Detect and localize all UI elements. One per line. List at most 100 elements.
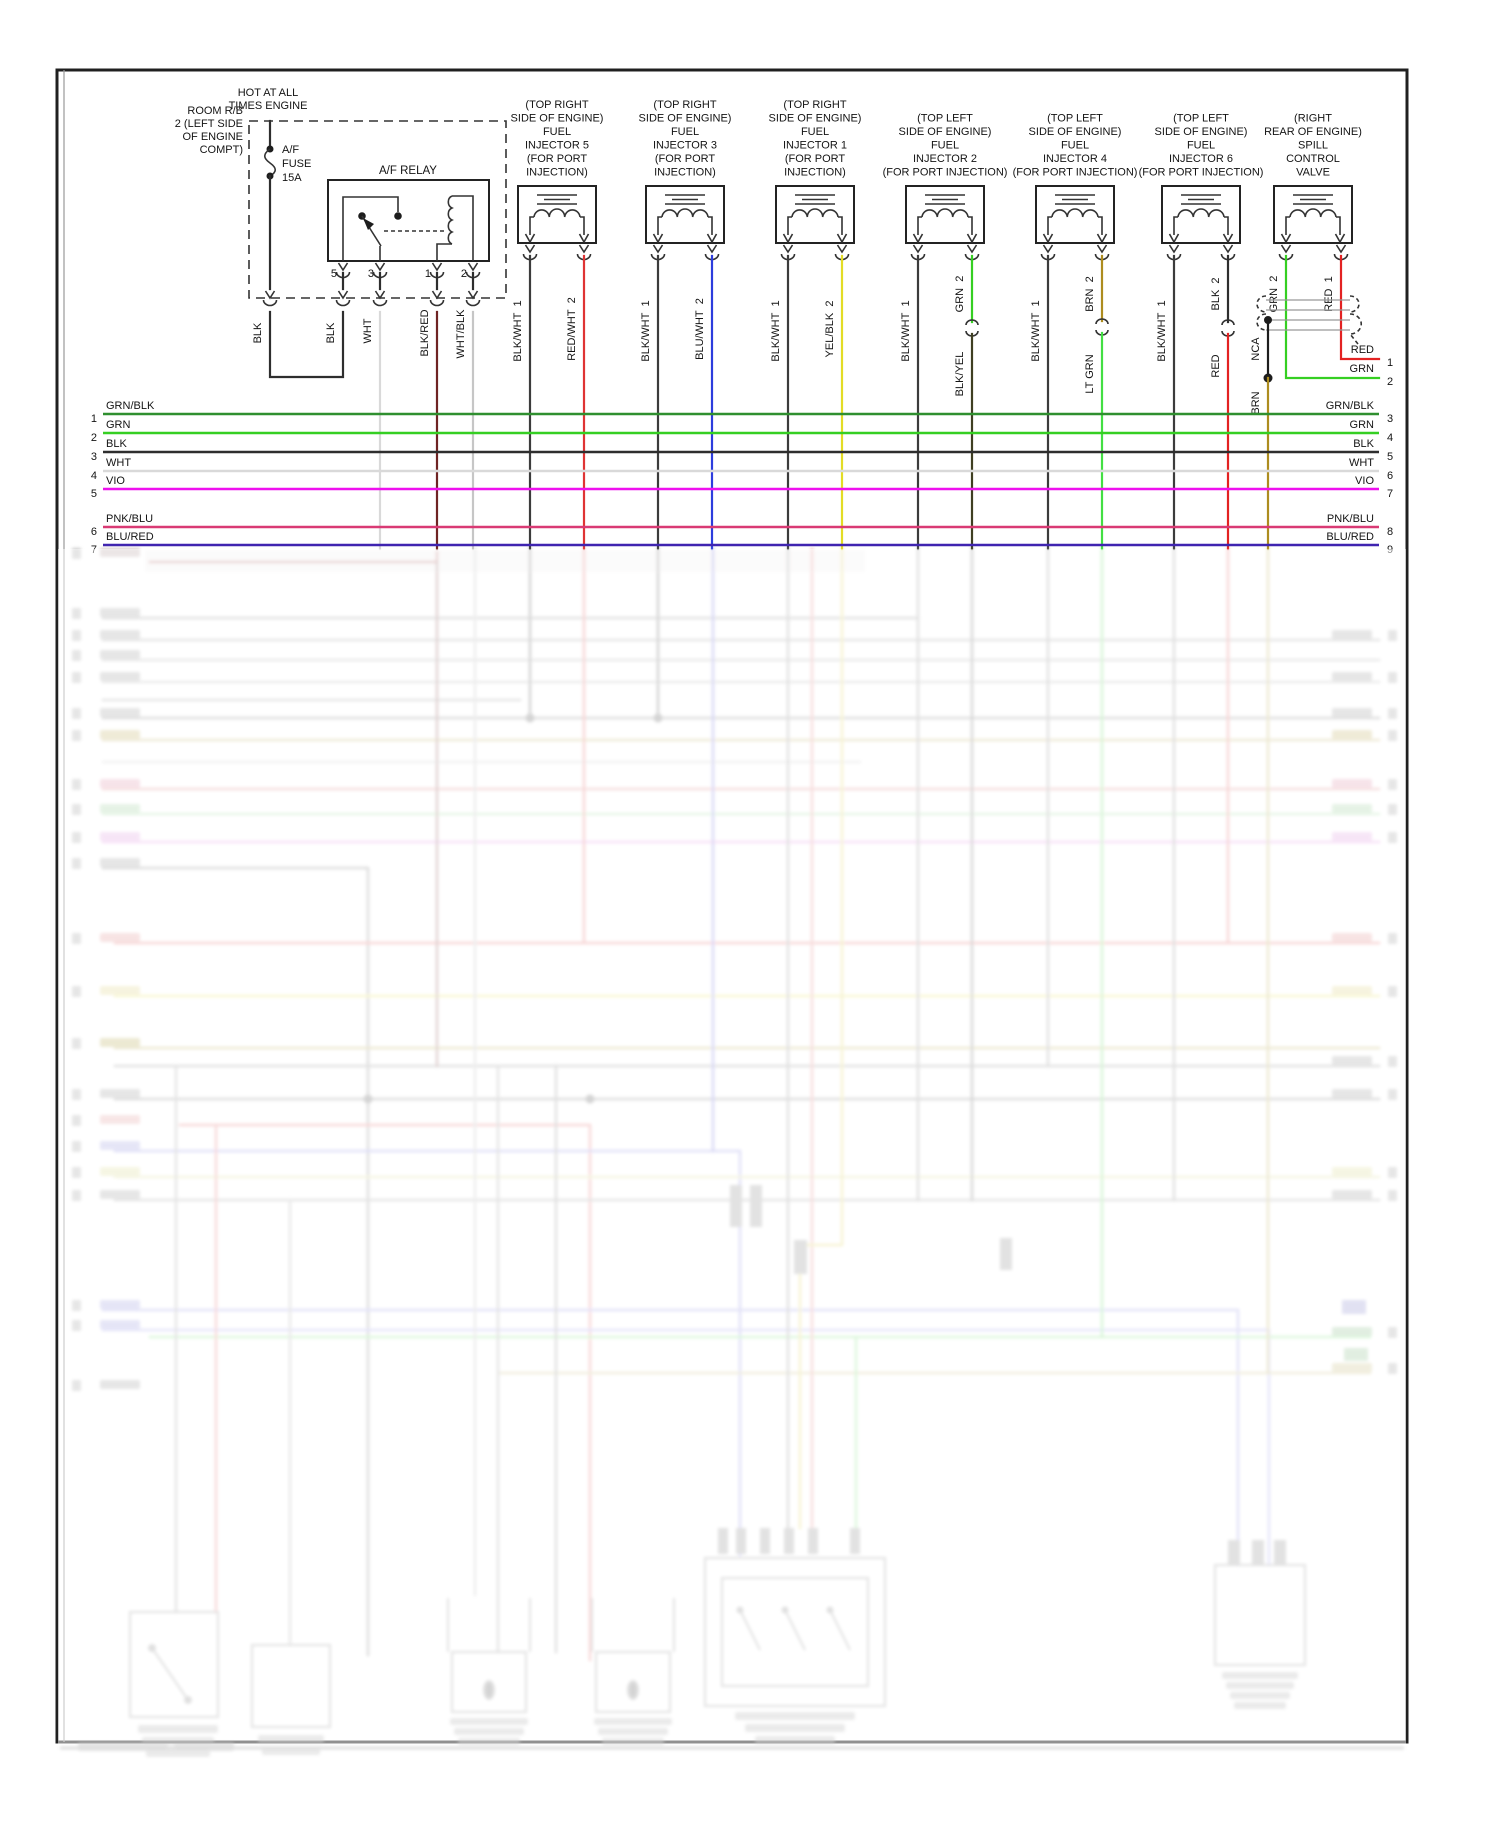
wire-color-label: GRN 2 [954,276,966,313]
component-title: VALVE [1296,167,1330,179]
bus-label-right: GRN [1350,363,1375,375]
component-title: (FOR PORT [785,153,846,165]
component-title: (FOR PORT INJECTION) [883,167,1008,179]
component-fuel-injector-5: (TOP RIGHT SIDE OF ENGINE) FUEL INJECTOR… [511,99,604,551]
blk-feed-loop-wire [268,310,345,379]
component-title: (FOR PORT INJECTION) [1013,167,1138,179]
bus-label-right: BLK [1353,438,1374,450]
bus-number-left: 1 [91,413,97,425]
component-title: SIDE OF ENGINE) [511,113,604,125]
wire-color-label: RED 1 [1323,276,1335,311]
power-source-block: HOT AT ALL TIMES ENGINE ROOM R/B 2 (LEFT… [175,87,507,307]
component-title: (FOR PORT [655,153,716,165]
injector-coil-icon [524,194,590,243]
fuse-label: A/F [282,144,299,156]
wire-color-label: BLK [252,322,264,343]
hot-at-all-times-label: TIMES ENGINE [229,100,308,112]
bus-label-left: GRN [106,419,131,431]
component-title: FUEL [543,126,571,138]
junction-block-location-label: ROOM R/B [187,105,243,117]
wire-color-label: LT GRN [1084,354,1096,393]
component-title: INJECTOR 1 [783,140,847,152]
wire-color-label: BLK/YEL [954,352,966,397]
component-title: SIDE OF ENGINE) [769,113,862,125]
bus-label-left: WHT [106,457,131,469]
bus-label-right: WHT [1349,457,1374,469]
component-title: (TOP RIGHT [783,99,846,111]
wire-color-label: BLK/WHT 1 [1030,300,1042,361]
bus-label-right: BLU/RED [1326,531,1374,543]
bus-number-left: 5 [91,488,97,500]
relay-pin-number: 1 [425,268,431,280]
component-title: INJECTOR 3 [653,140,717,152]
component-title: INJECTOR 5 [525,140,589,152]
wire-color-label: RED/WHT 2 [566,297,578,361]
bus-number-right: 7 [1387,488,1393,500]
component-title: SIDE OF ENGINE) [1029,126,1122,138]
wire-color-label: BLK 2 [1210,277,1222,310]
wire-color-label: BLK/WHT 1 [512,300,524,361]
injector-coil-icon [652,194,718,243]
injector-coil-icon [912,194,978,243]
component-title: (FOR PORT INJECTION) [1139,167,1264,179]
fuse-label: FUSE [282,158,311,170]
bus-number-right: 3 [1387,413,1393,425]
wire-color-label: BLK/WHT 1 [640,300,652,361]
component-title: (TOP RIGHT [525,99,588,111]
bus-number-left: 3 [91,451,97,463]
component-title: (TOP RIGHT [653,99,716,111]
bus-label-left: PNK/BLU [106,513,153,525]
bus-label-right: RED [1351,344,1374,356]
wire-color-label: YEL/BLK 2 [824,301,836,358]
injector-coil-icon [1168,194,1234,243]
component-fuel-injector-3: (TOP RIGHT SIDE OF ENGINE) FUEL INJECTOR… [639,99,732,551]
wire-color-label: BLK/WHT 1 [900,300,912,361]
bus-number-right: 2 [1387,376,1393,388]
injector-coil-icon [782,194,848,243]
relay-coil-icon [447,195,454,245]
wire-color-label: GRN 2 [1268,276,1280,313]
relay-pin-number: 2 [461,268,467,280]
wire-color-label: BLK/RED [419,309,431,356]
relay-title: A/F RELAY [379,165,437,177]
component-title: INJECTION) [784,167,846,179]
component-title: INJECTOR 2 [913,153,977,165]
component-title: SIDE OF ENGINE) [639,113,732,125]
bus-label-right: PNK/BLU [1327,513,1374,525]
junction-block-location-label: COMPT) [200,144,243,156]
bus-number-left: 4 [91,470,97,482]
fuse-icon [263,148,277,177]
bus-number-right: 8 [1387,526,1393,538]
bus-number-right: 1 [1387,357,1393,369]
component-title: REAR OF ENGINE) [1264,126,1362,138]
valve-coil-icon [1280,194,1346,243]
component-title: (TOP LEFT [1173,113,1229,125]
component-title: FUEL [1061,140,1089,152]
relay-box [327,179,490,262]
junction-block-location-label: 2 (LEFT SIDE [175,118,243,130]
component-title: (TOP LEFT [917,113,973,125]
fuse-label: 15A [282,172,302,184]
wire-color-label: BRN [1250,391,1262,414]
component-title: (RIGHT [1294,113,1332,125]
component-title: INJECTOR 4 [1043,153,1107,165]
bus-number-right: 4 [1387,432,1393,444]
wire-color-label: BLK [325,322,337,343]
wire-color-label: BLK/WHT 1 [1156,300,1168,361]
component-title: FUEL [1187,140,1215,152]
af-relay: A/F RELAY 5 3 1 2 BLK BLK WHT BLK/RED WH… [252,165,490,551]
bus-number-left: 2 [91,432,97,444]
component-fuel-injector-4: (TOP LEFT SIDE OF ENGINE) FUEL INJECTOR … [1013,113,1138,551]
bus-label-left: GRN/BLK [106,400,155,412]
bus-label-right: VIO [1355,475,1374,487]
bus-number-left: 6 [91,526,97,538]
bus-label-left: BLK [106,438,127,450]
bus-label-right: GRN [1350,419,1375,431]
component-title: FUEL [671,126,699,138]
component-fuel-injector-1: (TOP RIGHT SIDE OF ENGINE) FUEL INJECTOR… [769,99,862,551]
component-title: CONTROL [1286,153,1340,165]
wire-color-label: RED [1210,354,1222,377]
injector-coil-icon [1042,194,1108,243]
